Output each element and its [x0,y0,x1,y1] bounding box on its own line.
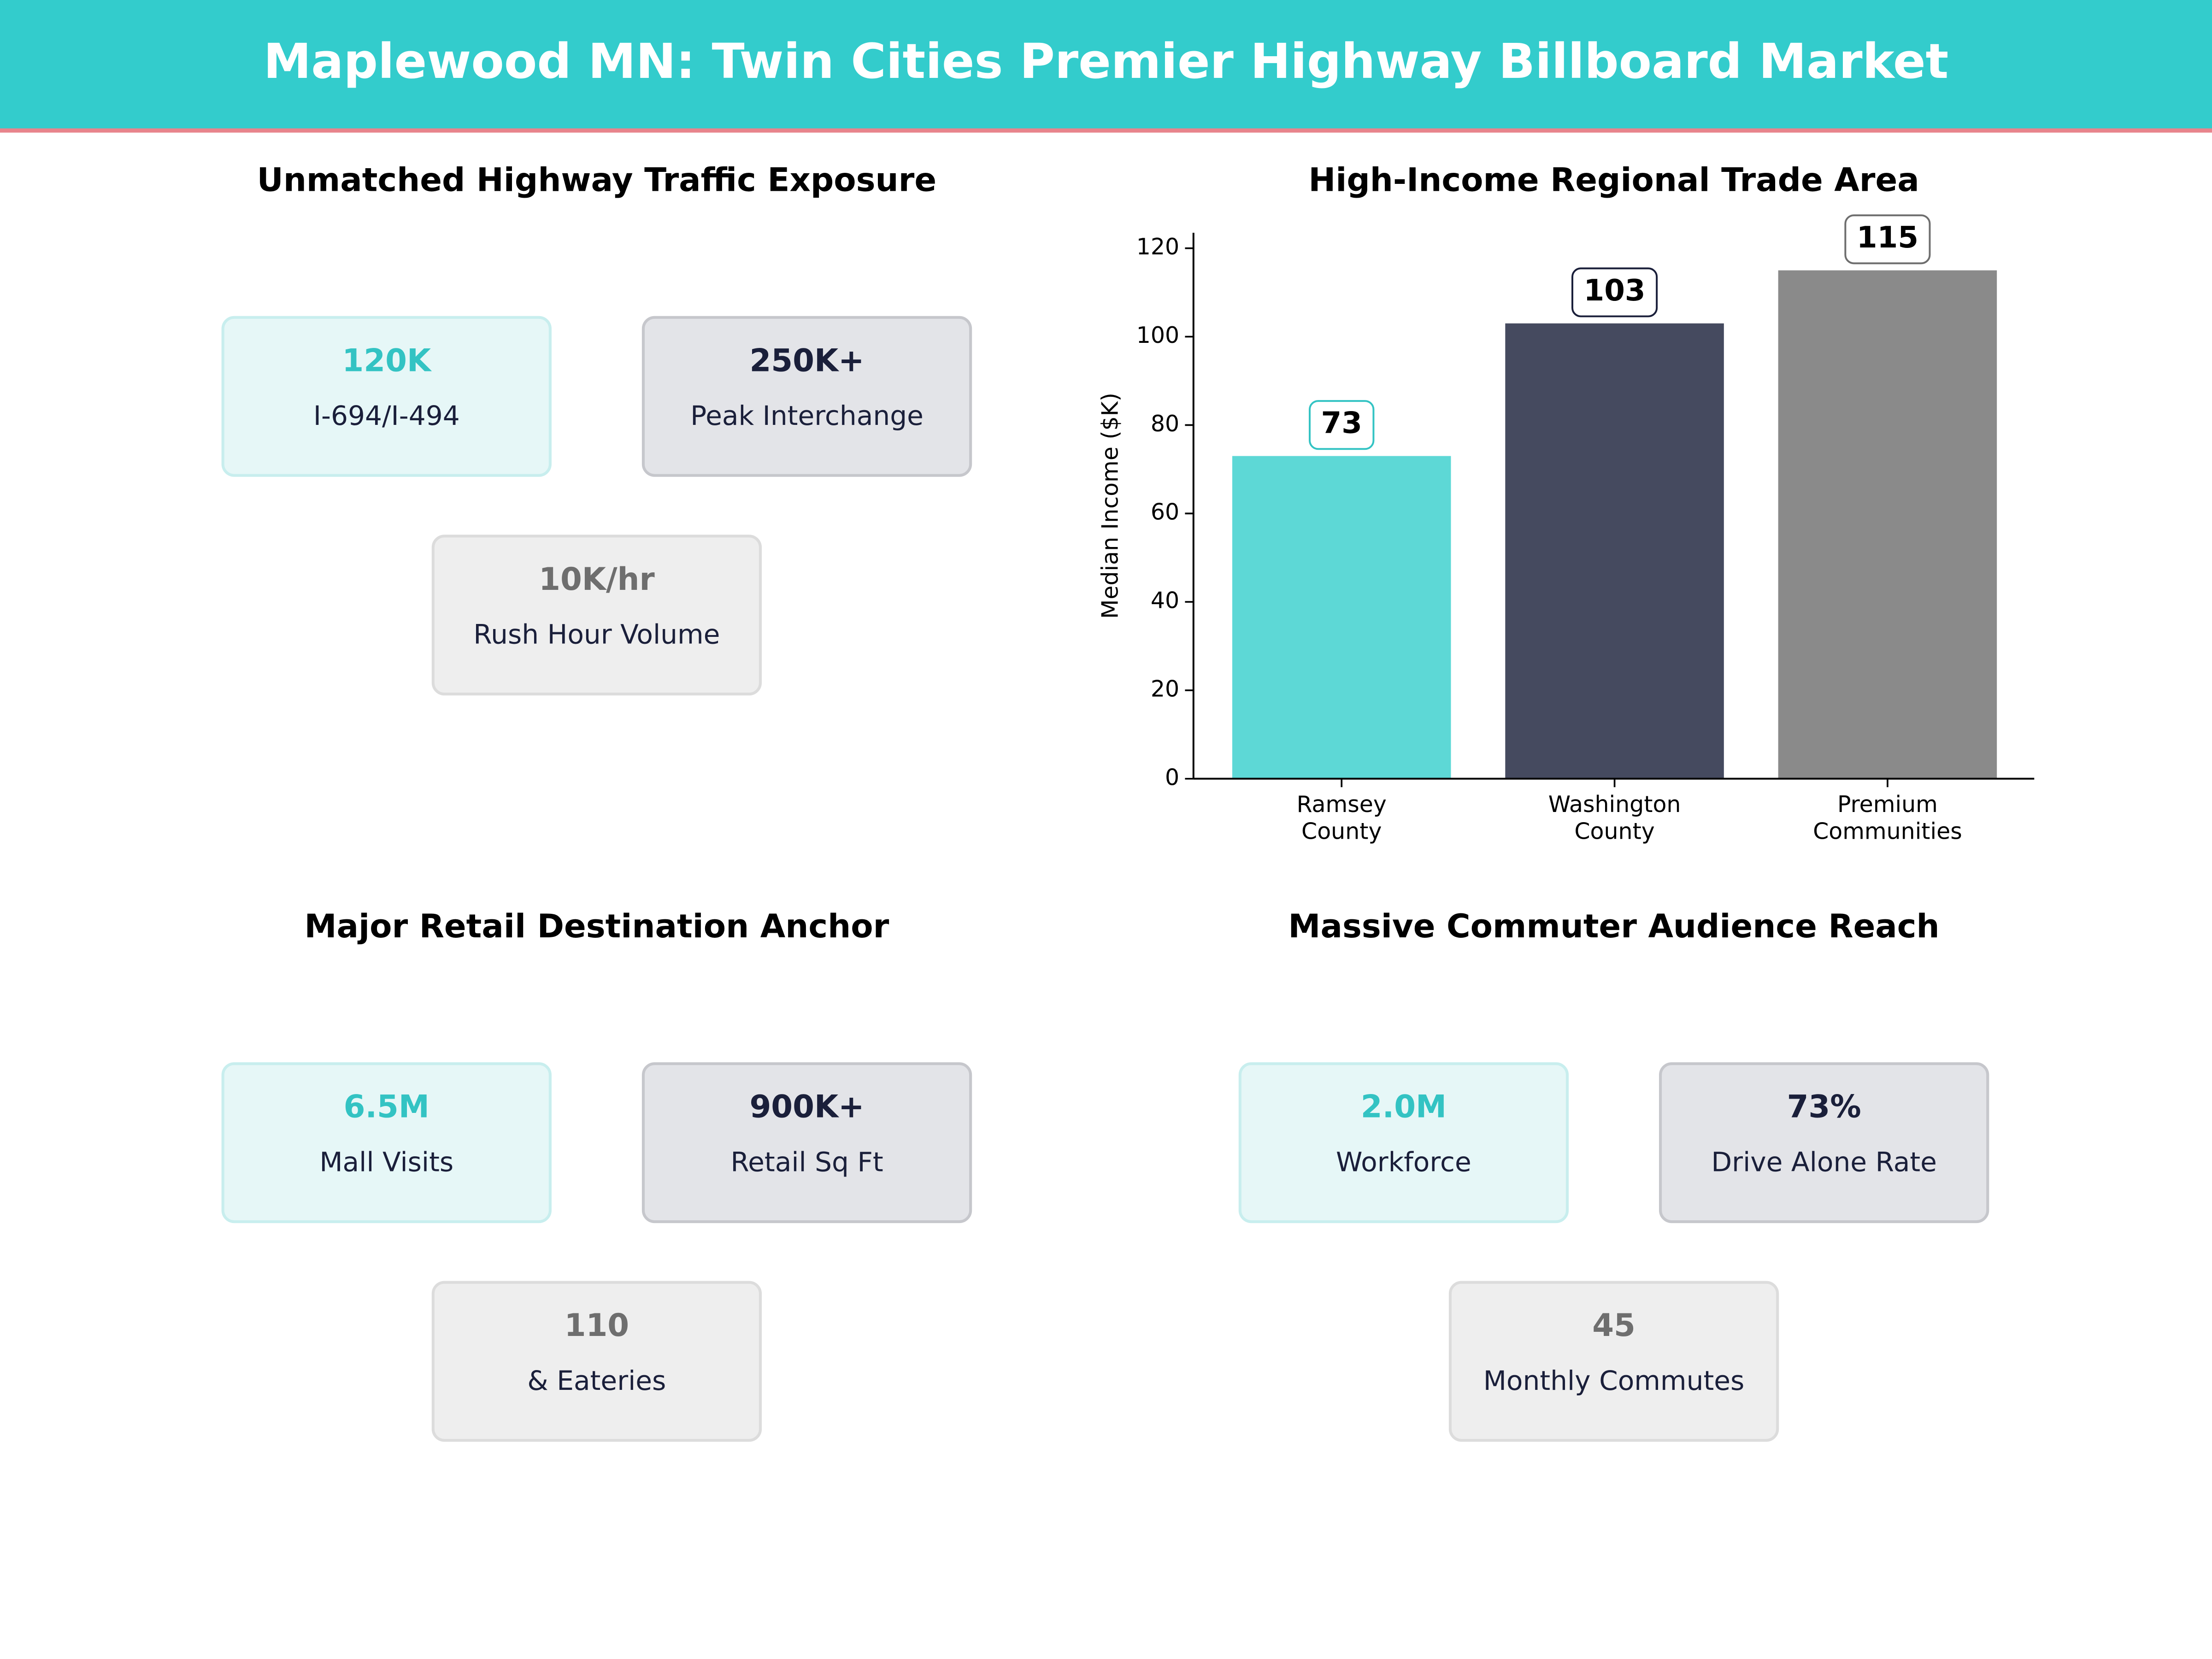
bar [1232,456,1451,779]
header-rule [0,128,2212,133]
y-tick-label: 100 [1136,322,1179,348]
panel-title: Massive Commuter Audience Reach [1288,907,1939,945]
x-tick-label: Ramsey County [1297,791,1387,844]
bar [1505,323,1724,779]
kpi-label: Rush Hour Volume [473,619,720,650]
kpi-card [1238,1062,1569,1224]
y-tick-label: 60 [1151,499,1179,525]
kpi-value: 73% [1787,1088,1861,1125]
kpi-label: Drive Alone Rate [1711,1147,1937,1178]
kpi-card [641,316,972,477]
kpi-value: 120K [342,342,432,378]
kpi-card [641,1062,972,1224]
kpi-card [431,1281,762,1442]
kpi-card [431,535,762,696]
kpi-label: Workforce [1336,1147,1471,1178]
kpi-value: 45 [1592,1307,1635,1343]
page-title: Maplewood MN: Twin Cities Premier Highwa… [264,33,1949,89]
y-tick-label: 80 [1151,411,1179,437]
value-label: 103 [1583,273,1645,308]
kpi-value: 6.5M [344,1088,429,1125]
value-label-box [1309,400,1375,450]
kpi-label: Mall Visits [319,1147,453,1178]
header-band [0,0,2212,130]
x-tick-label: Premium Communities [1813,791,1962,844]
value-label: 115 [1857,220,1918,255]
kpi-value: 250K+ [749,342,864,378]
chart-title: High-Income Regional Trade Area [1308,161,1919,199]
kpi-label: Peak Interchange [690,400,924,431]
value-label: 73 [1321,406,1362,441]
kpi-card [1659,1062,1989,1224]
kpi-label: Retail Sq Ft [730,1147,883,1178]
kpi-value: 10K/hr [539,561,655,597]
bar [1778,270,1997,779]
value-label-box [1571,267,1658,318]
kpi-value: 900K+ [749,1088,864,1125]
kpi-card [1448,1281,1779,1442]
kpi-label: I-694/I-494 [313,400,460,431]
kpi-value: 110 [565,1307,629,1343]
kpi-card [221,1062,552,1224]
y-tick-label: 0 [1165,764,1179,790]
x-tick-label: Washington County [1548,791,1681,844]
kpi-label: & Eateries [527,1365,666,1396]
y-tick-label: 20 [1151,676,1179,702]
y-tick-label: 40 [1151,588,1179,614]
y-axis-label: Median Income ($K) [1097,393,1124,619]
kpi-value: 2.0M [1361,1088,1447,1125]
kpi-card [221,316,552,477]
value-label-box [1844,214,1931,265]
kpi-label: Monthly Commutes [1483,1365,1745,1396]
y-tick-label: 120 [1136,234,1179,260]
panel-title: Unmatched Highway Traffic Exposure [257,161,936,199]
panel-title: Major Retail Destination Anchor [304,907,889,945]
